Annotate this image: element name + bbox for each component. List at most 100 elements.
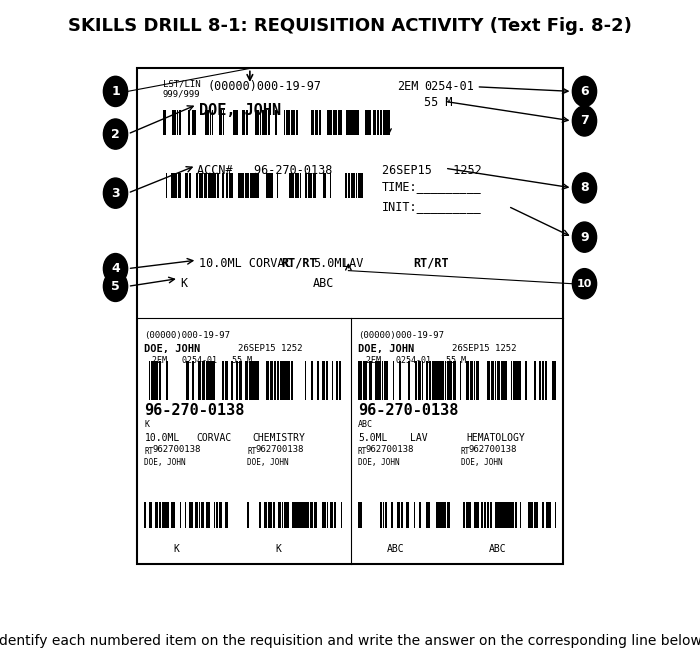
Text: 55 M: 55 M bbox=[424, 96, 452, 109]
Text: K: K bbox=[173, 544, 178, 554]
Bar bbox=[196, 502, 197, 528]
Bar bbox=[339, 361, 340, 400]
Bar bbox=[206, 502, 210, 528]
Bar bbox=[511, 502, 514, 528]
Circle shape bbox=[573, 76, 596, 107]
Bar bbox=[225, 361, 228, 400]
Bar bbox=[358, 502, 360, 528]
Bar bbox=[308, 173, 312, 198]
Bar bbox=[253, 173, 257, 198]
Text: ABC: ABC bbox=[386, 544, 404, 554]
Bar bbox=[408, 361, 410, 400]
Bar bbox=[449, 361, 452, 400]
Text: ABC: ABC bbox=[358, 420, 373, 428]
Bar bbox=[166, 173, 167, 198]
Bar bbox=[484, 502, 486, 528]
Bar bbox=[239, 361, 241, 400]
Bar bbox=[188, 111, 190, 136]
Text: RT: RT bbox=[144, 448, 154, 456]
Bar bbox=[317, 361, 319, 400]
Bar bbox=[270, 502, 272, 528]
Bar bbox=[162, 502, 164, 528]
Bar bbox=[172, 111, 176, 136]
Bar bbox=[225, 502, 228, 528]
Text: ABC: ABC bbox=[313, 277, 335, 289]
Text: K: K bbox=[276, 544, 281, 554]
Bar bbox=[258, 361, 259, 400]
Text: 9: 9 bbox=[580, 230, 589, 244]
Bar bbox=[311, 361, 313, 400]
Bar bbox=[386, 111, 389, 136]
Bar bbox=[432, 361, 435, 400]
Bar bbox=[284, 111, 286, 136]
Text: DOE, JOHN: DOE, JOHN bbox=[247, 457, 289, 467]
Bar bbox=[340, 361, 342, 400]
Bar bbox=[315, 111, 318, 136]
Bar bbox=[206, 361, 209, 400]
Bar bbox=[218, 111, 222, 136]
Text: DOE, JOHN: DOE, JOHN bbox=[358, 344, 414, 354]
Bar bbox=[245, 361, 248, 400]
Bar bbox=[314, 502, 316, 528]
Bar bbox=[241, 111, 246, 136]
Bar bbox=[284, 361, 288, 400]
Text: RT: RT bbox=[461, 448, 470, 456]
Bar bbox=[252, 361, 256, 400]
Bar bbox=[266, 361, 269, 400]
Bar bbox=[503, 361, 507, 400]
Bar bbox=[296, 111, 298, 136]
Bar bbox=[346, 111, 349, 136]
Circle shape bbox=[104, 271, 127, 301]
Bar bbox=[267, 502, 269, 528]
Bar bbox=[214, 502, 216, 528]
Bar bbox=[174, 173, 177, 198]
Bar bbox=[276, 173, 279, 198]
Bar bbox=[444, 361, 446, 400]
Bar bbox=[163, 111, 166, 136]
Bar bbox=[262, 111, 267, 136]
Bar bbox=[384, 111, 386, 136]
Bar bbox=[255, 111, 259, 136]
Text: 96-270-0138: 96-270-0138 bbox=[358, 403, 458, 418]
Bar bbox=[377, 111, 379, 136]
Bar bbox=[554, 361, 556, 400]
Bar bbox=[295, 173, 300, 198]
Bar bbox=[272, 502, 276, 528]
Bar bbox=[180, 502, 181, 528]
Bar bbox=[511, 361, 512, 400]
Bar bbox=[231, 361, 232, 400]
Bar bbox=[282, 502, 283, 528]
Bar bbox=[290, 361, 293, 400]
Bar bbox=[158, 361, 161, 400]
Text: RT/RT: RT/RT bbox=[281, 257, 317, 270]
Bar bbox=[190, 502, 193, 528]
Bar bbox=[197, 502, 198, 528]
Bar bbox=[489, 502, 492, 528]
Bar bbox=[172, 502, 174, 528]
Bar bbox=[274, 361, 277, 400]
Bar bbox=[385, 361, 388, 400]
Bar bbox=[469, 502, 471, 528]
Bar bbox=[419, 502, 421, 528]
Bar bbox=[426, 502, 430, 528]
Bar bbox=[321, 502, 323, 528]
Bar bbox=[246, 111, 248, 136]
Bar bbox=[367, 111, 372, 136]
Bar bbox=[204, 111, 209, 136]
Bar bbox=[466, 502, 469, 528]
Circle shape bbox=[573, 173, 596, 203]
Bar bbox=[384, 361, 385, 400]
Bar bbox=[477, 502, 479, 528]
Bar bbox=[211, 361, 215, 400]
Bar bbox=[406, 502, 410, 528]
Bar bbox=[204, 173, 207, 198]
Bar bbox=[414, 361, 416, 400]
Bar bbox=[293, 502, 296, 528]
Text: 4: 4 bbox=[111, 262, 120, 275]
Text: 2EM   0254-01   55 M: 2EM 0254-01 55 M bbox=[366, 356, 466, 365]
Bar bbox=[225, 173, 228, 198]
Bar bbox=[149, 502, 152, 528]
Bar bbox=[306, 502, 308, 528]
Bar bbox=[319, 111, 321, 136]
Text: 5: 5 bbox=[111, 280, 120, 293]
